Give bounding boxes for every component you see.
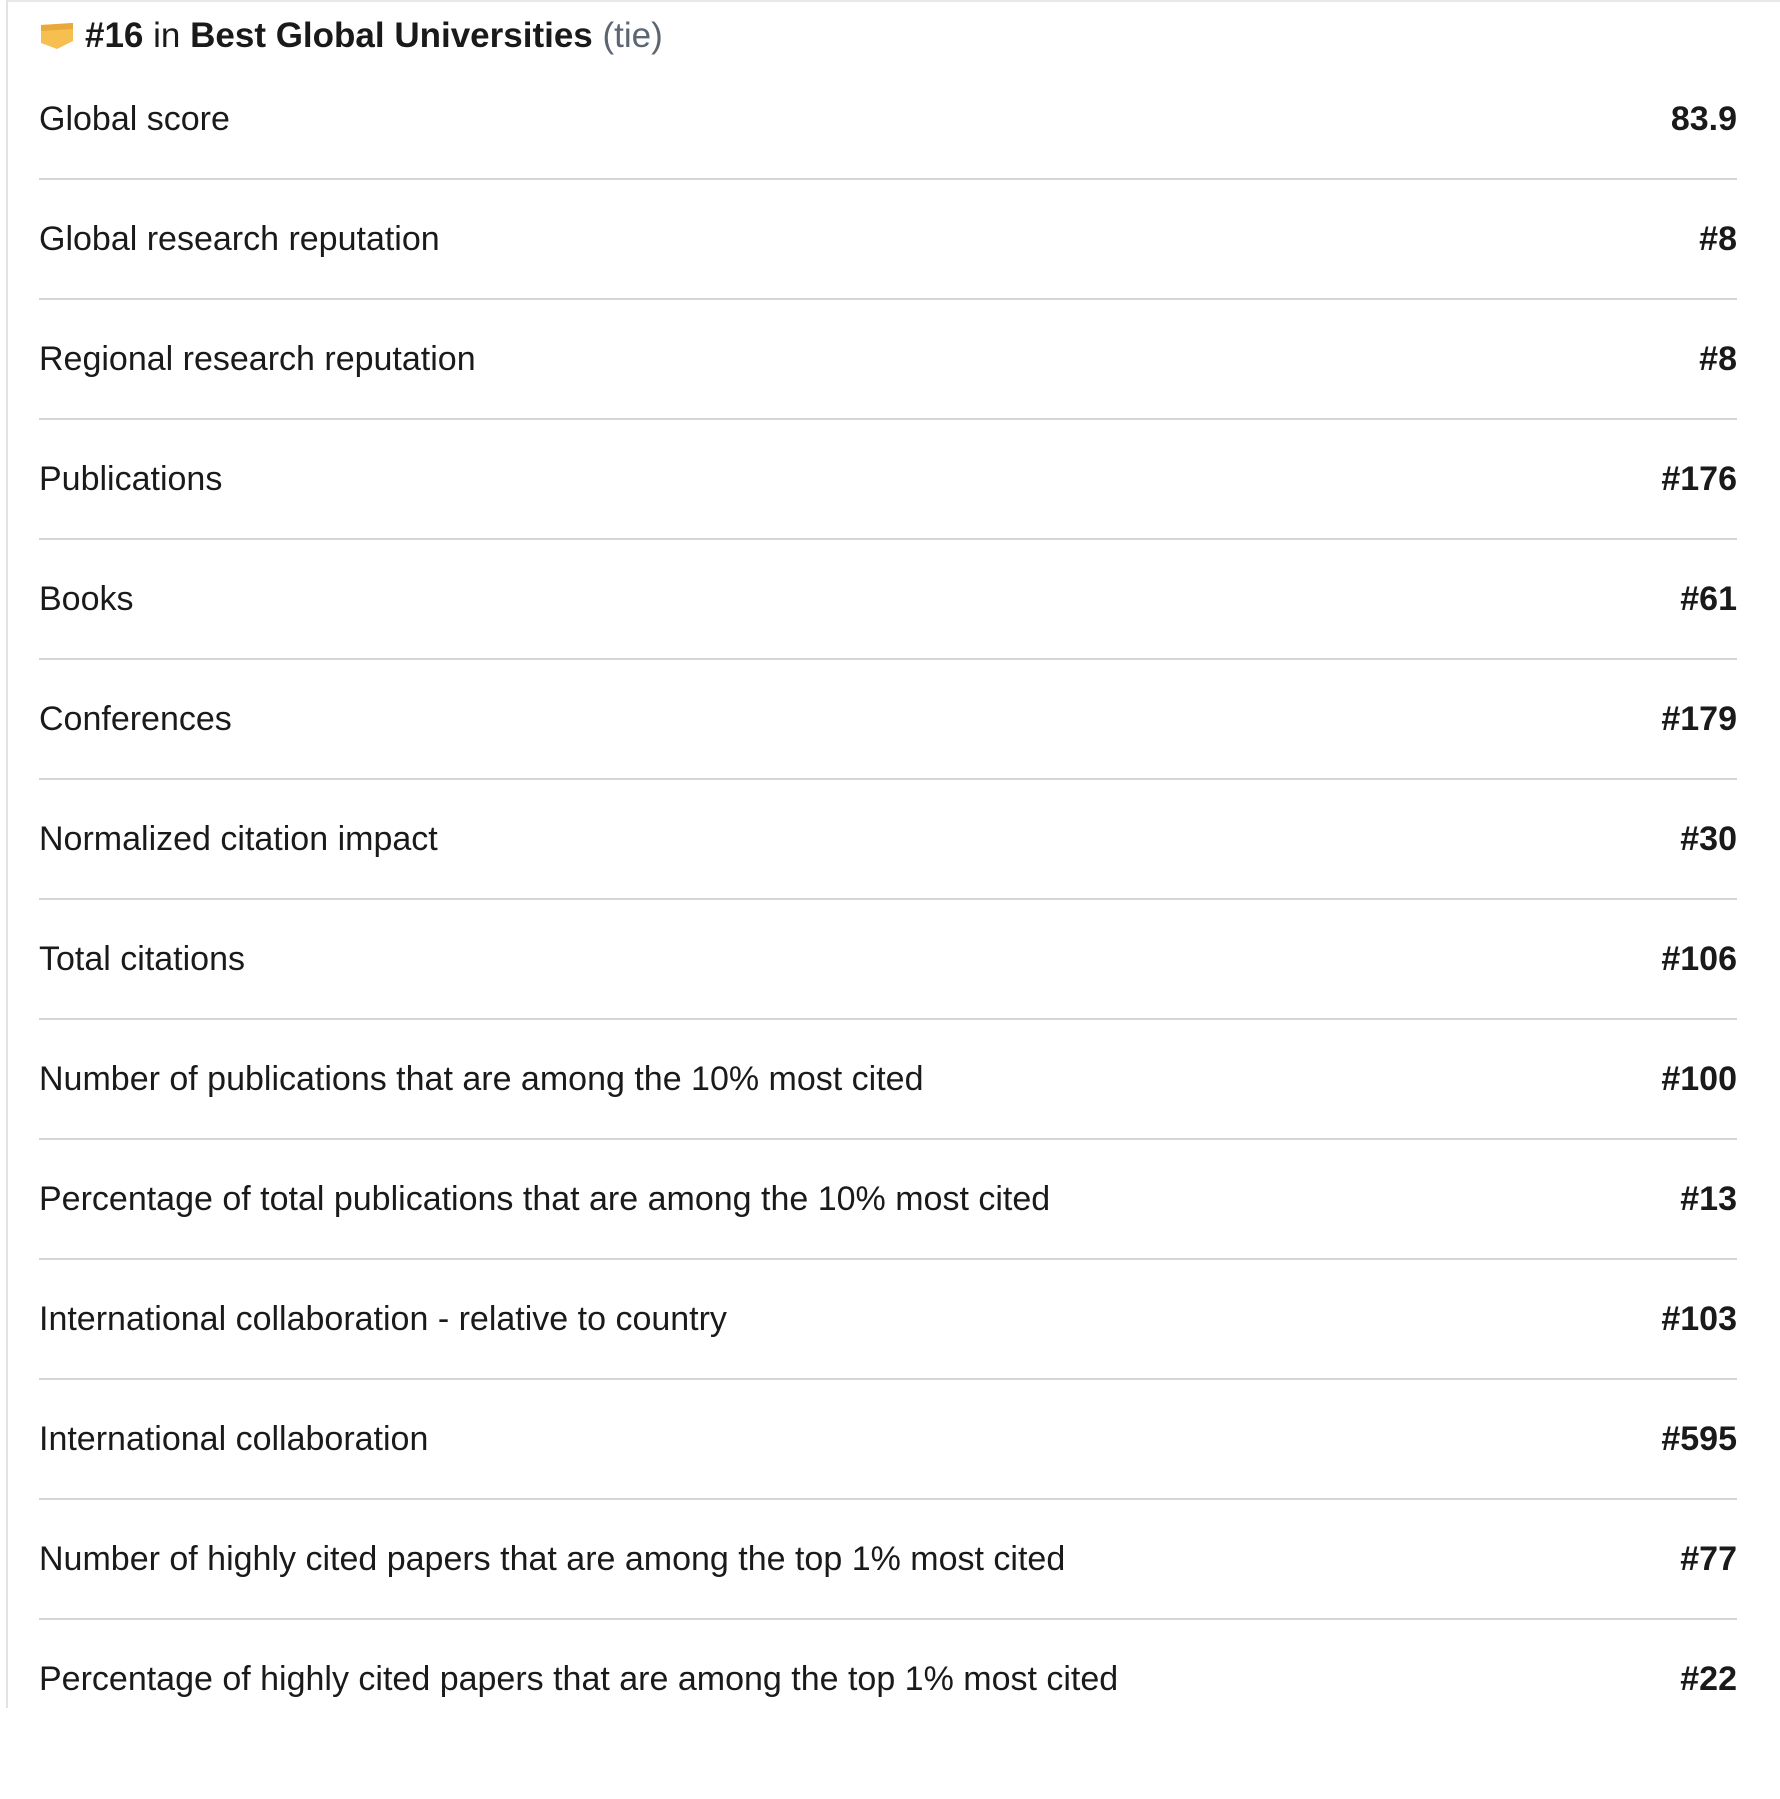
- list-link[interactable]: Best Global Universities: [190, 16, 593, 55]
- ranking-row: Percentage of total publications that ar…: [39, 1182, 1737, 1319]
- divider: [39, 418, 1737, 420]
- divider: [39, 898, 1737, 900]
- tie-note: (tie): [602, 16, 663, 55]
- ranking-header: #16 in Best Global Universities (tie): [39, 14, 663, 58]
- divider: [39, 1018, 1737, 1020]
- ranking-row: Conferences #179: [39, 702, 1737, 839]
- ranking-row: Publications #176: [39, 462, 1737, 599]
- divider: [39, 658, 1737, 660]
- divider: [39, 1258, 1737, 1260]
- ranking-row: Books #61: [39, 582, 1737, 719]
- ranking-row: Global score 83.9: [39, 102, 1737, 239]
- divider: [39, 1138, 1737, 1140]
- ranking-row: Percentage of highly cited papers that a…: [39, 1660, 1737, 1698]
- divider: [39, 1498, 1737, 1500]
- ranking-row: International collaboration #595: [39, 1422, 1737, 1559]
- ribbon-icon: [41, 23, 73, 49]
- ranking-row: Global research reputation #8: [39, 222, 1737, 359]
- panel: [6, 0, 1780, 1708]
- divider: [39, 1378, 1737, 1380]
- divider: [39, 1618, 1737, 1620]
- ranking-row: Regional research reputation #8: [39, 342, 1737, 479]
- ranking-row: Total citations #106: [39, 942, 1737, 1079]
- divider: [39, 178, 1737, 180]
- divider: [39, 778, 1737, 780]
- divider: [39, 298, 1737, 300]
- connector: in: [153, 16, 181, 55]
- ranking-row: Number of publications that are among th…: [39, 1062, 1737, 1199]
- page: #16 in Best Global Universities (tie) Gl…: [6, 0, 1780, 1708]
- ranking-row: Number of highly cited papers that are a…: [39, 1542, 1737, 1679]
- ranking-row: International collaboration - relative t…: [39, 1302, 1737, 1439]
- divider: [39, 538, 1737, 540]
- ranking-row: Normalized citation impact #30: [39, 822, 1737, 959]
- rank: #16: [85, 16, 144, 55]
